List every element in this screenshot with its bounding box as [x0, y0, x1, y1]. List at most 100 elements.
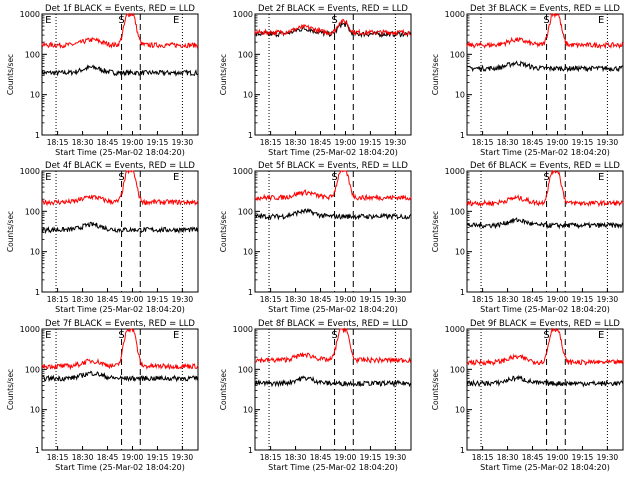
x-tick-label: 18:45	[97, 453, 119, 462]
x-tick-label: 18:45	[97, 295, 119, 304]
x-tick-label: 19:15	[572, 138, 594, 147]
x-tick-label: 18:30	[285, 138, 307, 147]
x-tick-label: 19:00	[122, 295, 144, 304]
series-line-lld	[41, 12, 199, 50]
series-line-lld	[466, 12, 624, 50]
x-axis-label: Start Time (25-Mar-02 18:04:20)	[55, 305, 185, 314]
x-tick-label: 19:15	[147, 453, 169, 462]
y-tick-label: 100	[238, 365, 253, 374]
x-tick-label: 19:30	[172, 138, 194, 147]
plot-title: Det 3f BLACK = Events, RED = LLD	[470, 4, 620, 14]
x-tick-label: 19:15	[360, 138, 382, 147]
x-tick-label: 19:15	[147, 295, 169, 304]
y-axis-label: Counts/sec	[219, 369, 228, 410]
plot-title: Det 6f BLACK = Events, RED = LLD	[470, 161, 620, 171]
y-tick-label: 100	[450, 207, 465, 216]
marker-label-s: S	[118, 330, 124, 341]
x-tick-label: 19:15	[360, 295, 382, 304]
y-tick-label: 1	[35, 288, 40, 297]
subplot-det-3: Det 3f BLACK = Events, RED = LLD 1 10 100 10…	[431, 4, 624, 157]
y-tick-label: 1	[460, 288, 465, 297]
x-tick-label: 19:30	[385, 295, 407, 304]
series-line-events	[254, 208, 412, 221]
x-axis-label: Start Time (25-Mar-02 18:04:20)	[480, 305, 610, 314]
x-axis-label: Start Time (25-Mar-02 18:04:20)	[480, 463, 610, 472]
x-tick-label: 18:45	[310, 295, 332, 304]
plot-title: Det 1f BLACK = Events, RED = LLD	[45, 4, 195, 14]
marker-label-s: S	[331, 172, 337, 183]
x-tick-label: 18:30	[285, 453, 307, 462]
plot-frame	[466, 13, 624, 136]
marker-label-e-left: E	[45, 15, 51, 26]
plot-frame	[254, 13, 412, 136]
subplot-det-1: Det 1f BLACK = Events, RED = LLD 1 10 100 10…	[6, 4, 199, 157]
x-axis-label: Start Time (25-Mar-02 18:04:20)	[268, 305, 398, 314]
subplot-det-8: Det 8f BLACK = Events, RED = LLD 1 10 100 10…	[219, 319, 412, 472]
y-tick-label: 1000	[445, 10, 465, 19]
y-tick-label: 100	[238, 50, 253, 59]
y-tick-label: 10	[243, 91, 253, 100]
series-line-events	[41, 64, 199, 77]
plot-title: Det 9f BLACK = Events, RED = LLD	[470, 319, 620, 329]
y-axis-label: Counts/sec	[219, 54, 228, 95]
y-axis-label: Counts/sec	[6, 211, 15, 252]
series-line-events	[466, 374, 624, 388]
y-axis-label: Counts/sec	[219, 211, 228, 252]
x-tick-label: 19:00	[547, 138, 569, 147]
x-tick-label: 19:15	[572, 295, 594, 304]
x-tick-label: 18:30	[72, 138, 94, 147]
y-tick-label: 1000	[445, 325, 465, 334]
x-tick-label: 18:15	[472, 453, 494, 462]
subplot-det-9: Det 9f BLACK = Events, RED = LLD 1 10 100 10…	[431, 319, 624, 472]
plot-title: Det 5f BLACK = Events, RED = LLD	[258, 161, 408, 171]
x-tick-label: 19:30	[597, 453, 619, 462]
x-tick-label: 18:45	[310, 453, 332, 462]
y-tick-label: 1000	[233, 325, 253, 334]
x-tick-label: 18:15	[47, 138, 69, 147]
x-axis-label: Start Time (25-Mar-02 18:04:20)	[268, 148, 398, 157]
y-tick-label: 10	[243, 248, 253, 257]
series-line-lld	[254, 18, 412, 37]
x-tick-label: 19:00	[547, 295, 569, 304]
series-line-lld	[466, 169, 624, 208]
x-tick-label: 19:00	[335, 138, 357, 147]
plot-title: Det 4f BLACK = Events, RED = LLD	[45, 161, 195, 171]
plot-frame	[41, 328, 199, 451]
x-tick-label: 19:30	[172, 453, 194, 462]
y-tick-label: 100	[238, 207, 253, 216]
x-tick-label: 19:15	[360, 453, 382, 462]
x-tick-label: 19:00	[547, 453, 569, 462]
y-tick-label: 1000	[20, 167, 40, 176]
marker-label-e-right: E	[173, 15, 179, 26]
y-tick-label: 100	[25, 50, 40, 59]
x-tick-label: 19:00	[335, 453, 357, 462]
plot-frame	[466, 328, 624, 451]
y-tick-label: 1	[35, 446, 40, 455]
x-axis-label: Start Time (25-Mar-02 18:04:20)	[55, 463, 185, 472]
x-tick-label: 18:15	[260, 295, 282, 304]
x-tick-label: 18:15	[47, 295, 69, 304]
y-tick-label: 1000	[233, 167, 253, 176]
x-tick-label: 19:30	[172, 295, 194, 304]
y-tick-label: 1000	[445, 167, 465, 176]
y-tick-label: 10	[30, 406, 40, 415]
marker-label-e-left: E	[45, 172, 51, 183]
series-line-lld	[254, 327, 412, 365]
subplot-det-2: Det 2f BLACK = Events, RED = LLD 1 10 100 10…	[219, 4, 412, 157]
series-line-lld	[41, 170, 199, 207]
x-tick-label: 19:15	[572, 453, 594, 462]
series-line-events	[42, 370, 199, 383]
y-tick-label: 10	[30, 248, 40, 257]
y-axis-label: Counts/sec	[431, 369, 440, 410]
x-tick-label: 18:30	[497, 138, 519, 147]
marker-label-e-left: E	[45, 330, 51, 341]
plot-title: Det 2f BLACK = Events, RED = LLD	[258, 4, 408, 14]
plot-frame	[466, 170, 624, 293]
subplot-det-5: Det 5f BLACK = Events, RED = LLD 1 10 100 10…	[219, 161, 412, 314]
x-tick-label: 18:45	[522, 453, 544, 462]
marker-label-e-right: E	[173, 172, 179, 183]
y-tick-label: 10	[455, 248, 465, 257]
x-tick-label: 19:30	[597, 295, 619, 304]
y-tick-label: 1	[460, 131, 465, 140]
marker-label-e-right: E	[173, 330, 179, 341]
